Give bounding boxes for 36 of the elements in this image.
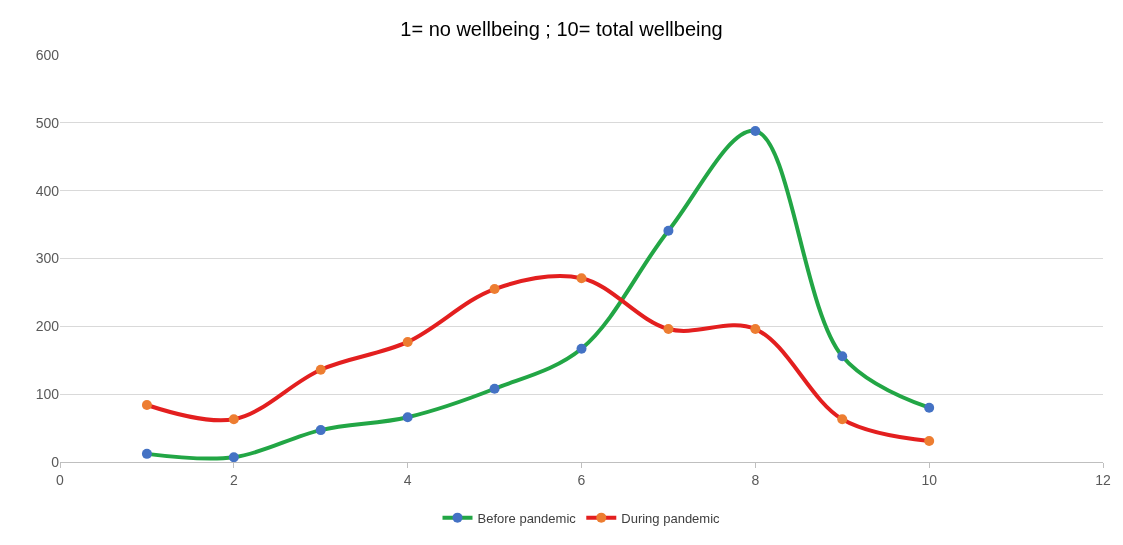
- point: [837, 414, 848, 425]
- chart-title: 1= no wellbeing ; 10= total wellbeing: [400, 17, 723, 40]
- point: [489, 383, 500, 394]
- y-tick-label: 400: [35, 182, 60, 199]
- point: [750, 324, 761, 335]
- point: [576, 273, 587, 284]
- y-tick-label: 100: [35, 386, 60, 403]
- point: [402, 336, 413, 347]
- y-tick-label: 300: [35, 250, 60, 267]
- x-tick-label: 2: [229, 471, 238, 488]
- point: [141, 400, 152, 411]
- x-tick-label: 4: [403, 471, 412, 488]
- y-tick-label: 600: [35, 46, 60, 63]
- y-tick-label: 500: [35, 114, 60, 131]
- x-tick-label: 12: [1095, 471, 1111, 488]
- y-tick-label: 0: [51, 453, 60, 470]
- legend-label: Before pandemic: [477, 510, 577, 526]
- point: [837, 351, 848, 362]
- point: [228, 452, 239, 462]
- point: [402, 412, 413, 423]
- point: [750, 125, 761, 136]
- legend-label: During pandemic: [621, 510, 721, 526]
- point: [315, 364, 326, 375]
- x-tick-label: 8: [751, 471, 760, 488]
- point: [315, 425, 326, 436]
- point: [576, 343, 587, 354]
- point: [924, 402, 935, 413]
- x-tick-label: 10: [921, 471, 938, 488]
- point: [663, 225, 674, 236]
- point: [489, 284, 500, 295]
- point: [228, 414, 239, 425]
- x-tick-label: 6: [577, 471, 586, 488]
- y-tick-label: 200: [35, 318, 60, 335]
- point: [141, 448, 152, 459]
- point: [663, 324, 674, 335]
- point: [924, 435, 935, 446]
